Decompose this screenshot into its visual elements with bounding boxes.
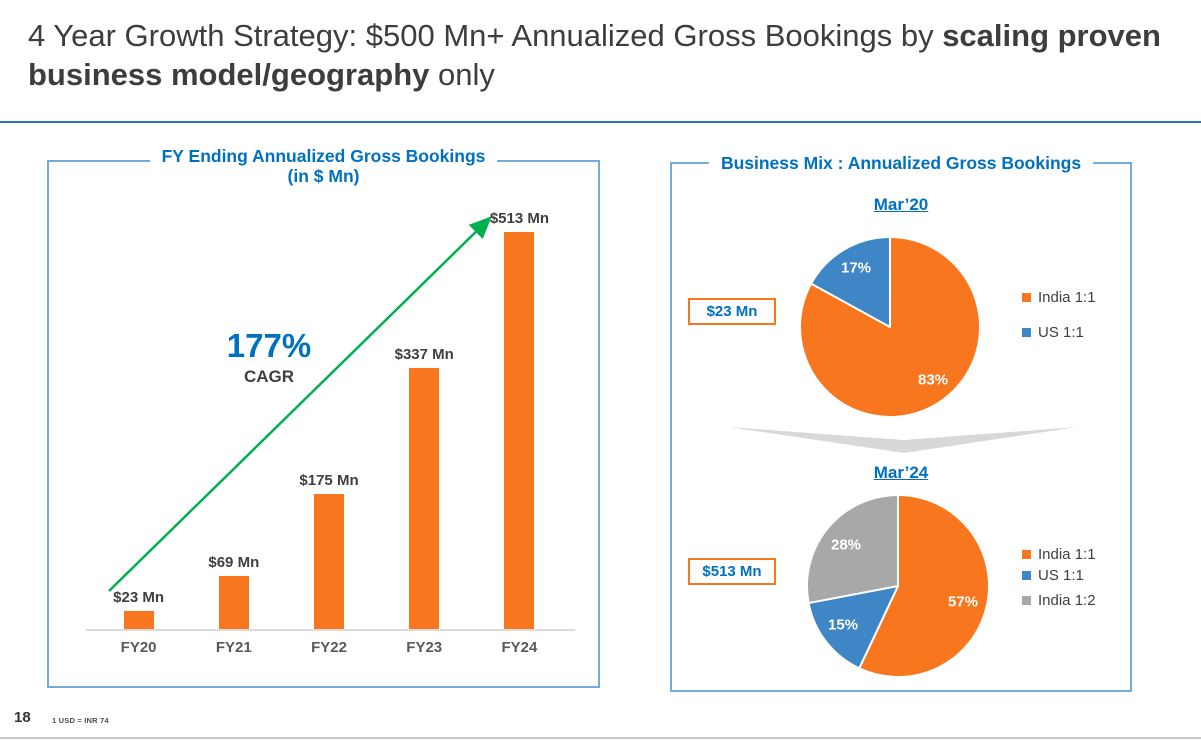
slide-title-bold: scaling proven business model/geography	[28, 18, 1161, 92]
slide-title-suffix: only	[429, 57, 495, 92]
cagr-label: CAGR	[243, 367, 295, 386]
bar-column: $23 Mn	[91, 162, 186, 629]
bar-column: $69 Mn	[186, 162, 281, 629]
bar	[218, 576, 249, 629]
category-label: FY24	[501, 639, 538, 656]
pie-slice	[806, 494, 899, 605]
bar-value-label: $513 Mn	[489, 210, 550, 227]
slide-title: 4 Year Growth Strategy: $500 Mn+ Annuali…	[28, 16, 1178, 94]
bar-plot-area: $23 Mn $69 Mn $175 Mn $337 Mn $513 Mn	[91, 162, 567, 629]
mar20-callout-box: $23 Mn	[688, 298, 776, 325]
page-number: 18	[14, 709, 31, 726]
legend-label: US 1:1	[1038, 566, 1084, 584]
bar-column: $513 Mn	[472, 162, 567, 629]
bar-chart-panel: FY Ending Annualized Gross Bookings (in …	[47, 146, 600, 688]
bar	[314, 494, 344, 629]
business-mix-panel: Business Mix : Annualized Gross Bookings…	[670, 153, 1132, 692]
category-label: FY21	[215, 639, 252, 656]
x-axis	[86, 629, 575, 631]
legend-item: US 1:1	[1022, 566, 1084, 584]
legend-swatch-icon	[1022, 327, 1031, 337]
legend-item: India 1:1	[1022, 545, 1096, 563]
category-label: FY22	[311, 639, 347, 656]
bar-chart-title: FY Ending Annualized Gross Bookings (in …	[149, 146, 498, 186]
bottom-divider-rule	[0, 737, 1201, 739]
legend-swatch-icon	[1022, 549, 1031, 559]
pie-slice	[858, 494, 990, 678]
business-mix-title: Business Mix : Annualized Gross Bookings	[708, 153, 1094, 173]
bar	[504, 232, 535, 629]
slide-title-regular: 4 Year Growth Strategy: $500 Mn+ Annuali…	[28, 18, 943, 53]
pie-slice-label: 17%	[840, 259, 872, 277]
legend-item: India 1:1	[1022, 288, 1096, 306]
pie-slice-label: 83%	[917, 371, 949, 389]
legend-label: US 1:1	[1038, 323, 1084, 341]
mar24-pie-chart	[806, 494, 990, 678]
pie-slice-label: 57%	[947, 593, 979, 611]
legend-swatch-icon	[1022, 595, 1031, 605]
category-label: FY20	[120, 639, 157, 656]
x-axis-labels: FY20 FY21 FY22 FY23 FY24	[91, 639, 567, 656]
mar20-pie-chart	[799, 236, 981, 418]
legend-label: India 1:1	[1038, 288, 1096, 306]
pie-slice	[807, 585, 899, 670]
bar-value-label: $23 Mn	[113, 589, 165, 606]
legend-swatch-icon	[1022, 292, 1031, 302]
bar-column: $337 Mn	[377, 162, 472, 629]
legend-item: India 1:2	[1022, 591, 1096, 609]
legend-label: India 1:2	[1038, 591, 1096, 609]
legend-item: US 1:1	[1022, 323, 1084, 341]
bar	[409, 368, 440, 629]
mar20-label: Mar’20	[873, 195, 929, 214]
footnote: 1 USD = INR 74	[52, 716, 109, 725]
mar24-callout-box: $513 Mn	[688, 558, 776, 585]
bar-value-label: $337 Mn	[394, 346, 454, 363]
bar-value-label: $175 Mn	[299, 472, 359, 489]
bar-value-label: $69 Mn	[208, 554, 260, 571]
pie-slice	[810, 236, 891, 328]
pie-slice-label: 15%	[827, 616, 859, 634]
legend-swatch-icon	[1022, 570, 1031, 580]
header-divider-rule	[0, 121, 1201, 123]
cagr-annotation: 177% CAGR	[189, 328, 349, 387]
category-label: FY23	[406, 639, 443, 656]
pie-slice-label: 28%	[830, 536, 862, 554]
legend-label: India 1:1	[1038, 545, 1096, 563]
bar-column: $175 Mn	[281, 162, 376, 629]
bar	[123, 611, 154, 629]
bar-chart-title-line2: (in $ Mn)	[287, 166, 360, 186]
mar24-label: Mar’24	[873, 463, 929, 482]
bar-chart-title-line1: FY Ending Annualized Gross Bookings	[161, 146, 486, 166]
cagr-value: 177%	[226, 327, 312, 364]
